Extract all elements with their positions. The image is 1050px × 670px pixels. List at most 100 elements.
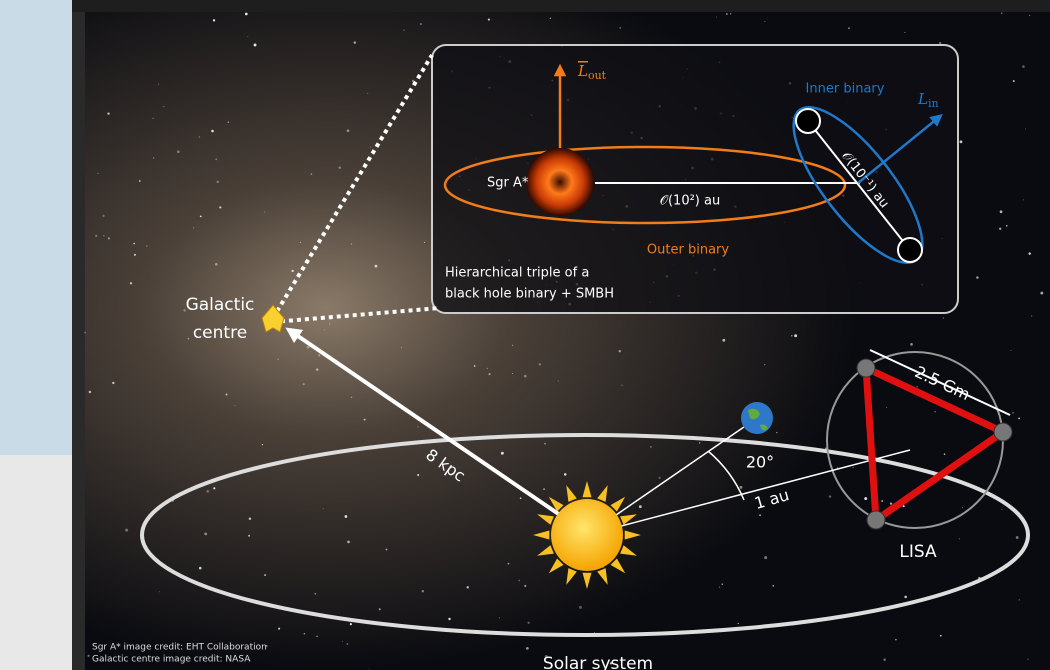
caption-line: black hole binary + SMBH xyxy=(445,287,614,302)
star xyxy=(234,405,236,407)
sun-ray xyxy=(597,485,608,502)
star xyxy=(346,129,350,133)
inner-separation xyxy=(807,120,911,251)
star xyxy=(323,329,325,331)
star xyxy=(318,354,321,357)
star xyxy=(579,605,582,609)
star xyxy=(261,444,264,446)
star xyxy=(525,646,529,650)
star xyxy=(316,635,318,637)
star xyxy=(329,323,331,325)
star xyxy=(385,548,388,551)
star xyxy=(1040,291,1044,295)
star xyxy=(939,41,942,45)
star xyxy=(353,41,357,44)
star xyxy=(852,467,854,469)
earth-land xyxy=(748,408,768,431)
star xyxy=(658,476,661,479)
star xyxy=(368,668,370,670)
star xyxy=(902,505,905,508)
star xyxy=(1022,65,1025,68)
star xyxy=(563,473,567,476)
star xyxy=(886,406,888,408)
dimension-line xyxy=(869,349,1011,416)
star xyxy=(486,367,488,370)
star xyxy=(278,627,281,630)
star xyxy=(557,380,559,382)
star xyxy=(306,345,310,349)
star xyxy=(722,338,726,342)
sun-ray xyxy=(597,568,608,585)
star xyxy=(253,43,257,47)
caption-line: Hierarchical triple of a xyxy=(445,266,589,281)
star xyxy=(138,180,141,182)
star xyxy=(212,19,216,22)
star xyxy=(942,317,945,319)
star xyxy=(211,129,214,133)
star xyxy=(214,262,218,266)
star xyxy=(910,343,913,346)
star xyxy=(310,173,313,175)
sun-ray xyxy=(548,558,564,574)
star xyxy=(1022,199,1024,201)
star xyxy=(225,393,228,396)
star xyxy=(1031,315,1033,317)
star xyxy=(1027,658,1029,660)
star xyxy=(527,621,530,624)
star xyxy=(847,27,850,30)
star xyxy=(466,586,469,589)
star xyxy=(716,16,717,18)
sun-ray xyxy=(548,496,564,512)
star xyxy=(264,574,267,577)
star xyxy=(97,172,99,174)
star xyxy=(199,215,202,218)
star xyxy=(881,500,884,502)
star xyxy=(772,585,775,587)
star xyxy=(618,349,622,353)
star xyxy=(125,528,129,532)
star xyxy=(146,245,148,247)
star xyxy=(102,214,105,217)
star xyxy=(299,241,302,244)
star xyxy=(488,372,491,376)
star xyxy=(351,396,353,398)
star xyxy=(314,592,317,595)
star xyxy=(1010,350,1012,351)
star xyxy=(473,365,476,367)
star xyxy=(934,411,936,413)
star xyxy=(400,347,402,349)
star xyxy=(183,309,186,312)
sun-ray xyxy=(610,558,626,574)
earth-orbit xyxy=(140,433,1030,637)
star xyxy=(346,643,349,645)
sidebar xyxy=(0,0,72,455)
star xyxy=(1000,12,1003,14)
star xyxy=(699,442,701,444)
star xyxy=(649,445,652,448)
star xyxy=(302,383,305,386)
star xyxy=(193,227,195,229)
star xyxy=(544,442,546,445)
sun-ray xyxy=(610,496,626,512)
gc-label: Galactic xyxy=(186,295,255,315)
l-in-label: Lin xyxy=(917,90,939,110)
l-out-label: Lout xyxy=(577,62,607,82)
star xyxy=(976,276,979,279)
star xyxy=(619,27,621,29)
star xyxy=(420,23,422,25)
star xyxy=(448,617,451,621)
star xyxy=(883,658,886,662)
sun xyxy=(551,499,623,571)
star xyxy=(1018,417,1021,420)
black-hole xyxy=(897,237,923,263)
star xyxy=(215,158,218,161)
star xyxy=(349,623,352,626)
star xyxy=(764,21,766,23)
star xyxy=(609,662,613,665)
star xyxy=(764,364,766,366)
star xyxy=(198,136,201,138)
star xyxy=(84,331,87,334)
inner-binary-label: Inner binary xyxy=(806,82,885,97)
